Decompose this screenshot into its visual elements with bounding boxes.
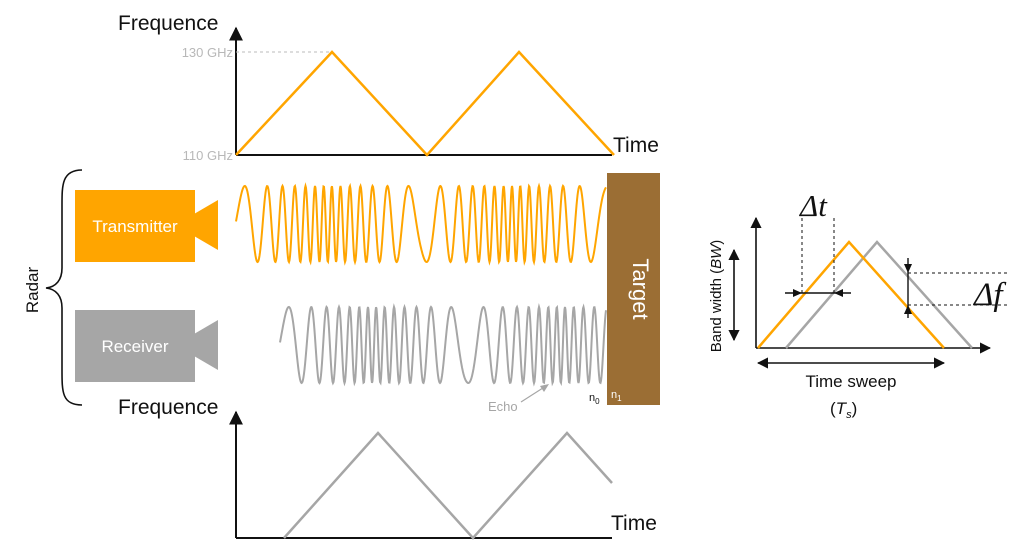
- transmit-chirp-ramp: [235, 50, 615, 157]
- received-chirp-ramp: [283, 431, 613, 540]
- n0-label: n0: [589, 392, 600, 406]
- radar-brace: [45, 169, 83, 406]
- echo-pointer-head: [540, 384, 549, 392]
- top-frequency-plot: Frequence Time 130 GHz 110 GHz: [118, 12, 659, 163]
- bottom-x-label: Time: [611, 512, 657, 535]
- target-box: [607, 173, 660, 405]
- delta-f-arrowhead-top: [904, 264, 912, 273]
- tick-130ghz: 130 GHz: [182, 45, 233, 60]
- target-label: Target: [628, 258, 653, 319]
- receiver-block: Receiver: [75, 310, 218, 382]
- bottom-frequency-plot: Frequence Time: [118, 396, 657, 540]
- inset-transmit-ramp: [757, 240, 945, 349]
- n1-label: n1: [611, 389, 622, 403]
- delta-t-arrowhead-left: [793, 289, 802, 297]
- transmitter-horn: [194, 200, 218, 250]
- received-echo-wave: [279, 303, 607, 387]
- inset-received-ramp: [785, 240, 973, 349]
- receiver-horn: [194, 320, 218, 370]
- bottom-y-label: Frequence: [118, 396, 218, 419]
- delta-t-label: Δt: [798, 188, 828, 223]
- target-block: Target n0 n1: [589, 173, 660, 406]
- transmitter-box: [75, 190, 195, 262]
- transmitter-block: Transmitter: [75, 190, 218, 262]
- receiver-box: [75, 310, 195, 382]
- transmitter-label: Transmitter: [92, 217, 178, 236]
- top-y-label: Frequence: [118, 12, 218, 35]
- transmitted-wave: [235, 182, 607, 266]
- delta-t-arrowhead-right: [834, 289, 843, 297]
- top-x-label: Time: [613, 134, 659, 157]
- receiver-label: Receiver: [101, 337, 168, 356]
- delta-f-arrowhead-bottom: [904, 305, 912, 314]
- bandwidth-label: Band width (BW): [708, 240, 725, 353]
- radar-label: Radar: [23, 267, 42, 314]
- tick-110ghz: 110 GHz: [183, 148, 233, 163]
- echo-label: Echo: [488, 399, 518, 414]
- time-sweep-label: Time sweep: [805, 372, 896, 391]
- beat-frequency-inset: Δt Δf Band width (BW) Time sweep (Ts): [708, 188, 1008, 421]
- ts-label: (Ts): [830, 399, 857, 421]
- delta-f-label: Δf: [972, 277, 1006, 313]
